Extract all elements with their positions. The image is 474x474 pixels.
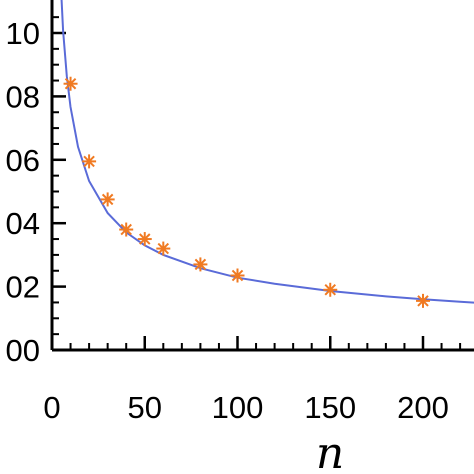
x-tick-label: 100 — [212, 390, 264, 425]
x-tick-label: 200 — [397, 390, 449, 425]
data-point — [119, 222, 134, 237]
data-point-stroke — [139, 233, 151, 245]
data-point — [230, 268, 245, 283]
data-point — [100, 192, 115, 207]
data-point-stroke — [157, 242, 170, 255]
x-tick-label: 50 — [128, 390, 162, 425]
y-tick-label: 06 — [6, 143, 40, 178]
data-point-stroke — [194, 258, 207, 271]
data-point — [416, 293, 430, 308]
data-point-stroke — [120, 223, 132, 236]
y-tick-label: 04 — [6, 206, 40, 241]
data-point-stroke — [417, 295, 429, 307]
data-point — [193, 257, 208, 272]
data-point-stroke — [83, 155, 95, 168]
y-tick-label: 02 — [6, 270, 40, 305]
data-point — [63, 76, 78, 91]
data-point — [156, 241, 171, 256]
x-axis-title: n — [316, 428, 344, 474]
fit-curve — [60, 0, 474, 304]
data-point — [137, 232, 152, 247]
y-axis: 00 02 04 06 08 10 — [6, 16, 66, 368]
marker-layer — [63, 76, 430, 308]
fit-curve-layer — [60, 0, 474, 304]
x-tick-label: 0 — [43, 390, 60, 425]
data-point — [82, 154, 97, 169]
x-axis: 0 50 100 150 200 — [43, 336, 462, 425]
data-point-stroke — [101, 193, 114, 206]
data-point-stroke — [231, 269, 244, 282]
data-point-stroke — [64, 77, 77, 90]
x-tick-label: 150 — [304, 390, 356, 425]
y-tick-label: 10 — [6, 16, 40, 51]
data-point-stroke — [324, 284, 336, 296]
data-point — [323, 282, 338, 297]
y-tick-label: 00 — [6, 333, 40, 368]
y-tick-label: 08 — [6, 79, 40, 114]
